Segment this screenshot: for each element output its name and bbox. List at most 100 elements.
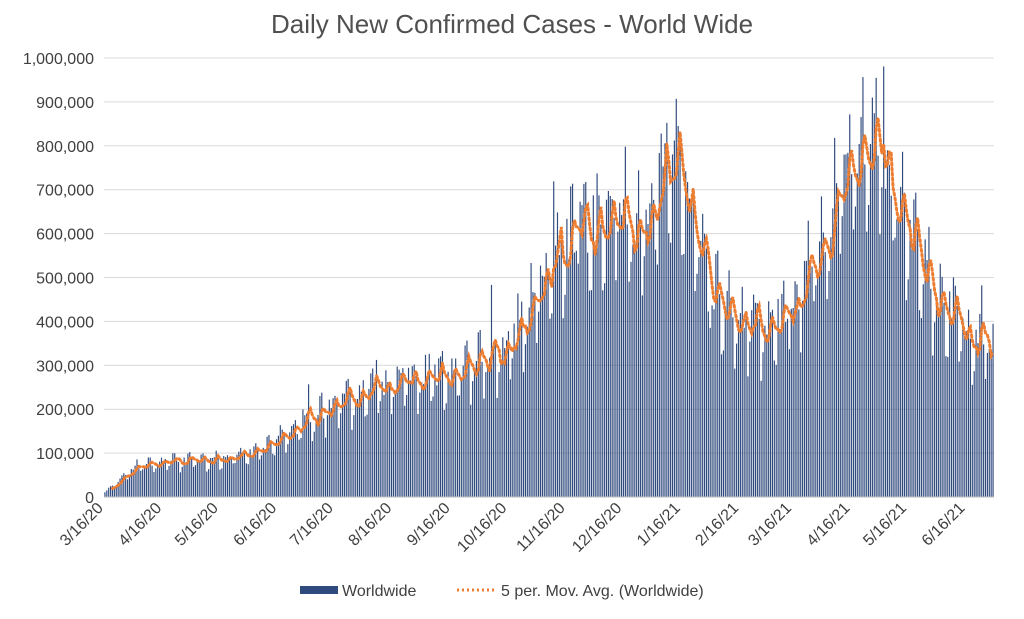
- bar: [360, 391, 362, 497]
- bar: [126, 479, 129, 497]
- bar: [822, 232, 824, 497]
- bar: [151, 465, 153, 497]
- bar: [436, 385, 438, 497]
- bar: [438, 358, 440, 497]
- bar: [566, 218, 568, 497]
- bar: [690, 200, 692, 498]
- bar: [313, 431, 315, 497]
- bar: [883, 66, 885, 498]
- bar: [483, 398, 485, 497]
- bar: [679, 139, 681, 497]
- bar: [172, 453, 174, 497]
- bar: [828, 270, 830, 497]
- bar: [159, 461, 161, 497]
- bar: [279, 425, 281, 497]
- bar: [230, 458, 232, 497]
- bar: [468, 353, 470, 497]
- bar: [211, 457, 214, 497]
- y-tick-label: 400,000: [36, 314, 94, 331]
- y-tick-label: 900,000: [36, 95, 94, 112]
- bar: [323, 418, 325, 497]
- bar: [830, 237, 832, 497]
- bar: [355, 399, 357, 497]
- bar: [779, 329, 781, 497]
- bar: [715, 253, 717, 497]
- bar: [800, 352, 802, 497]
- bar: [886, 150, 889, 497]
- bar: [568, 259, 570, 497]
- bar: [734, 368, 736, 497]
- bar: [424, 354, 427, 497]
- bar: [272, 453, 274, 497]
- bar: [324, 437, 327, 497]
- bar: [179, 472, 181, 497]
- bar: [668, 233, 670, 498]
- bar: [992, 323, 994, 497]
- bar: [443, 410, 445, 497]
- bar: [875, 77, 877, 498]
- bar: [536, 342, 538, 497]
- bar: [496, 397, 498, 497]
- bar: [113, 488, 115, 497]
- bar: [711, 305, 713, 497]
- bar: [421, 382, 423, 497]
- bar: [773, 360, 775, 497]
- bar: [617, 231, 619, 497]
- bar: [106, 490, 108, 497]
- bar: [221, 468, 223, 497]
- bar: [858, 144, 860, 498]
- bar: [373, 387, 376, 497]
- bar: [238, 451, 240, 497]
- y-tick-label: 1,000,000: [23, 51, 94, 68]
- bar: [321, 392, 323, 497]
- bar: [903, 192, 906, 497]
- bar: [532, 292, 534, 497]
- bar: [717, 250, 719, 497]
- bar: [958, 361, 960, 497]
- bar: [206, 471, 208, 497]
- bar: [866, 231, 868, 497]
- bar: [739, 313, 741, 497]
- bar: [656, 264, 659, 497]
- bar: [262, 447, 264, 497]
- bar: [605, 199, 608, 497]
- bar: [315, 418, 317, 497]
- bar: [913, 199, 915, 497]
- bar: [375, 359, 378, 497]
- bar: [602, 290, 604, 497]
- bar: [257, 449, 259, 497]
- bar: [681, 255, 683, 497]
- bar: [600, 224, 602, 497]
- bar: [502, 337, 504, 497]
- bar: [907, 279, 909, 497]
- bar: [389, 383, 391, 497]
- bar: [892, 240, 894, 497]
- bar: [332, 398, 334, 497]
- bar: [941, 276, 943, 497]
- legend-swatch-worldwide: [300, 586, 338, 594]
- bar: [762, 352, 764, 497]
- bar: [751, 310, 753, 497]
- bar: [683, 254, 685, 497]
- bar: [292, 424, 295, 497]
- bar: [924, 239, 926, 497]
- bar: [413, 364, 415, 497]
- bar: [558, 255, 560, 497]
- bar: [432, 396, 434, 497]
- bar: [975, 329, 977, 497]
- bar: [289, 432, 291, 497]
- bar: [666, 122, 668, 497]
- bar: [673, 140, 675, 498]
- bar: [185, 462, 187, 497]
- bar: [709, 327, 711, 497]
- bar: [234, 462, 236, 497]
- bar: [309, 422, 312, 497]
- bar: [528, 307, 530, 497]
- bar: [694, 291, 696, 497]
- bar: [166, 469, 168, 497]
- bar: [396, 366, 398, 497]
- bar: [675, 98, 677, 498]
- bar: [281, 429, 283, 497]
- bar: [351, 429, 353, 497]
